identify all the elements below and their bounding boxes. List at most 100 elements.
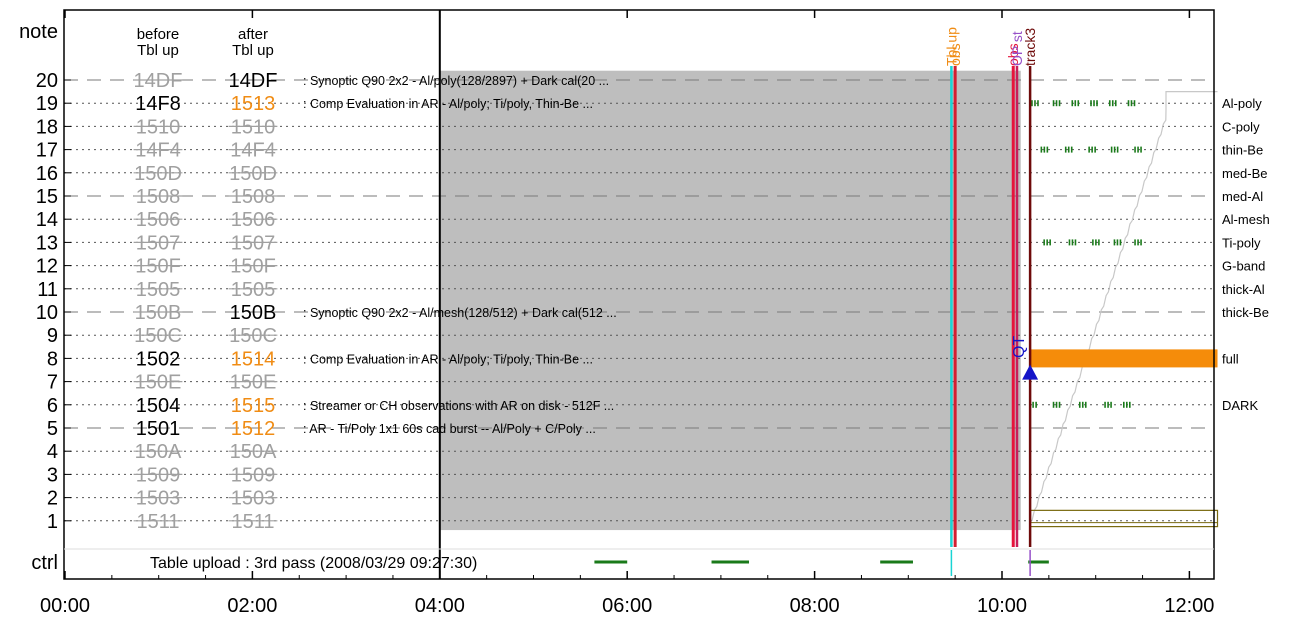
- row-number-label: 7: [47, 372, 58, 394]
- x-tick-label: 10:00: [977, 595, 1027, 617]
- row-description: : Synoptic Q90 2x2 - Al/mesh(128/512) + …: [303, 306, 617, 320]
- after-cell: 150D: [229, 163, 277, 185]
- row-number-label: 18: [36, 116, 58, 138]
- after-cell: 14DF: [229, 70, 278, 92]
- after-cell: 150F: [230, 256, 276, 278]
- ramp-line: [1031, 90, 1218, 521]
- before-cell: 150C: [134, 325, 182, 347]
- labels-layer: 00:00 02:00 04:00 06:00 08:00 10:00 12:00 note 2…: [19, 21, 1270, 617]
- table-layer: 14DF 14DF : Synoptic Q90 2x2 - Al/poly(128…: [134, 70, 617, 533]
- after-cell: 1514: [231, 348, 276, 370]
- after-cell: 1510: [231, 116, 276, 138]
- after-cell: 1505: [231, 279, 276, 301]
- marker-label: obs: [1005, 43, 1021, 66]
- row-number-label: 4: [47, 441, 58, 463]
- before-cell: 14F8: [135, 93, 181, 115]
- before-cell: 1508: [136, 186, 181, 208]
- before-cell: 150F: [135, 256, 181, 278]
- olive-box: [1029, 509, 1219, 528]
- row-number-label: 19: [36, 93, 58, 115]
- before-cell: 1507: [136, 232, 181, 254]
- row-number-label: 10: [36, 302, 58, 324]
- before-cell: 150B: [135, 302, 182, 324]
- row-number-label: 9: [47, 325, 58, 347]
- ctrl-row-label: ctrl: [31, 552, 58, 574]
- header-after: Tbl up: [232, 42, 274, 59]
- x-tick-label: 04:00: [415, 595, 465, 617]
- row-description: : AR - Ti/Poly 1x1 60s cad burst -- Al/P…: [303, 422, 596, 436]
- right-row-label: Al-mesh: [1222, 212, 1270, 227]
- header-before: before: [137, 26, 180, 43]
- row-number-label: 8: [47, 348, 58, 370]
- full-bar: [1030, 349, 1218, 368]
- before-cell: 1510: [136, 116, 181, 138]
- before-cell: 150E: [135, 372, 182, 394]
- shaded-region: [439, 70, 1021, 531]
- header-after: after: [238, 26, 268, 43]
- marker-label: OP st: [1009, 31, 1025, 66]
- after-cell: 1503: [231, 488, 276, 510]
- after-cell: 150A: [230, 441, 277, 463]
- after-cell: 1513: [231, 93, 276, 115]
- before-cell: 1504: [136, 395, 181, 417]
- x-tick-label: 00:00: [40, 595, 90, 617]
- x-tick-label: 06:00: [602, 595, 652, 617]
- right-row-label: G-band: [1222, 259, 1265, 274]
- right-row-label: Al-poly: [1222, 96, 1262, 111]
- after-cell: 1507: [231, 232, 276, 254]
- row-number-label: 16: [36, 163, 58, 185]
- after-cell: 1512: [231, 418, 276, 440]
- qt-triangle: [1022, 364, 1039, 380]
- after-cell: 150E: [230, 372, 277, 394]
- before-cell: 150D: [134, 163, 182, 185]
- before-cell: 1509: [136, 464, 181, 486]
- after-cell: 1508: [231, 186, 276, 208]
- after-cell: 150C: [229, 325, 277, 347]
- row-number-label: 17: [36, 140, 58, 162]
- after-cell: 1506: [231, 209, 276, 231]
- marker-label: track3: [1022, 28, 1038, 66]
- before-cell: 1511: [136, 511, 179, 533]
- right-row-label: med-Al: [1222, 189, 1263, 204]
- qt-label: QT: [1011, 336, 1028, 358]
- before-cell: 1502: [136, 348, 181, 370]
- before-cell: 14DF: [134, 70, 183, 92]
- right-row-label: DARK: [1222, 398, 1258, 413]
- row-number-label: 20: [36, 70, 58, 92]
- right-row-label: thin-Be: [1222, 143, 1263, 158]
- row-number-label: 13: [36, 232, 58, 254]
- after-cell: 1509: [231, 464, 276, 486]
- marker-label: obs: [947, 43, 963, 66]
- before-cell: 1505: [136, 279, 181, 301]
- row-number-label: 11: [37, 279, 58, 301]
- shaded-region-layer: [439, 70, 1021, 531]
- row-number-label: 14: [36, 209, 58, 231]
- row-number-label: 3: [47, 464, 58, 486]
- right-row-label: full: [1222, 351, 1239, 366]
- row-number-label: 5: [47, 418, 58, 440]
- right-row-label: med-Be: [1222, 166, 1268, 181]
- row-number-label: 6: [47, 395, 58, 417]
- x-tick-label: 12:00: [1164, 595, 1214, 617]
- before-cell: 1501: [136, 418, 181, 440]
- marks-layer: [594, 66, 1219, 576]
- before-cell: 1503: [136, 488, 181, 510]
- after-cell: 1515: [231, 395, 276, 417]
- right-row-label: C-poly: [1222, 119, 1260, 134]
- row-number-label: 15: [36, 186, 58, 208]
- axes-layer: [63, 9, 1215, 580]
- header-before: Tbl up: [137, 42, 179, 59]
- x-tick-label: 02:00: [227, 595, 277, 617]
- row-description: : Synoptic Q90 2x2 - Al/poly(128/2897) +…: [303, 74, 609, 88]
- row-description: : Streamer or CH observations with AR on…: [303, 399, 614, 413]
- before-cell: 150A: [135, 441, 182, 463]
- after-cell: 150B: [230, 302, 277, 324]
- before-cell: 14F4: [135, 140, 181, 162]
- right-row-label: thick-Be: [1222, 305, 1269, 320]
- ctrl-text: Table upload : 3rd pass (2008/03/29 09:2…: [150, 555, 477, 572]
- row-description: : Comp Evaluation in AR - Al/poly; Ti/po…: [303, 352, 593, 366]
- marker-label: Tbl up: [943, 27, 959, 66]
- row-number-label: 12: [36, 256, 58, 278]
- right-row-label: thick-Al: [1222, 282, 1265, 297]
